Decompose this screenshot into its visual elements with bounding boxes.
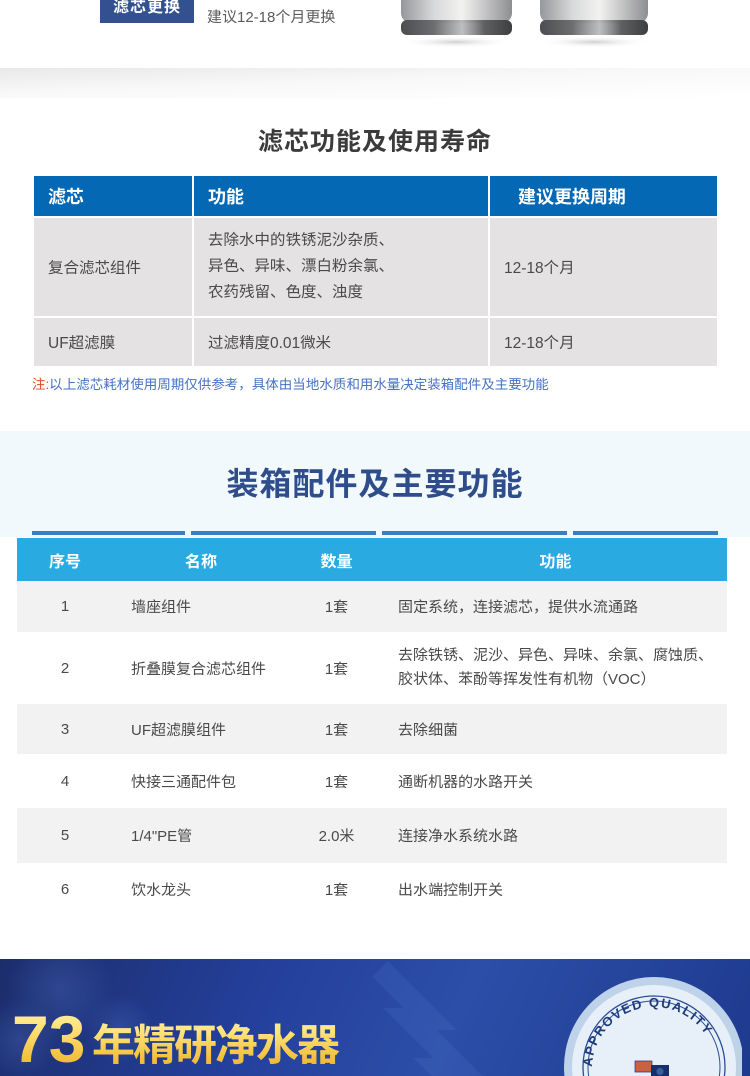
svg-text:年精研净水器: 年精研净水器: [92, 1011, 340, 1073]
svg-text:73: 73: [12, 1002, 85, 1076]
